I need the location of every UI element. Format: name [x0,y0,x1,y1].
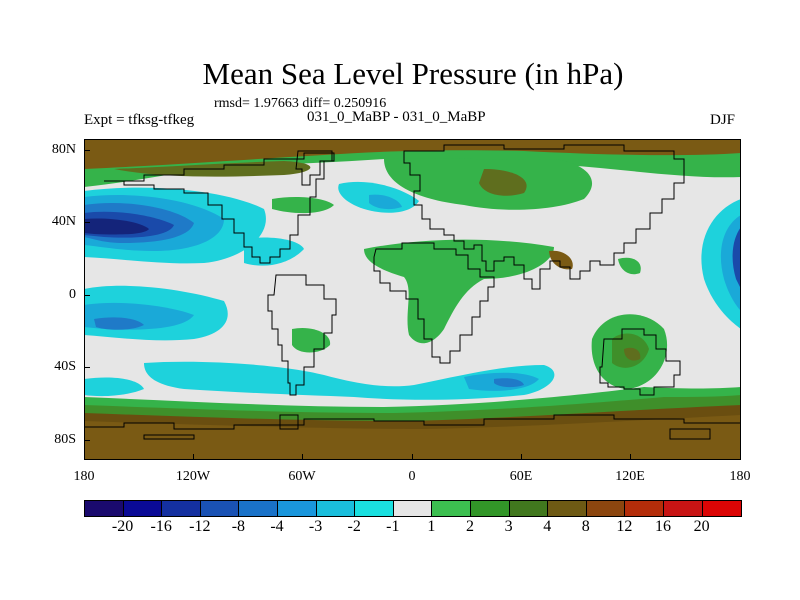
x-label-180e: 180 [729,469,751,484]
y-tick [84,150,90,151]
samerica-green [292,327,331,353]
coast-antarctic-island-3 [669,428,711,440]
colorbar-swatch [470,501,510,516]
y-label-80n: 80N [51,142,76,157]
coast-europe-asia [403,144,685,290]
y-label-40n: 40N [51,214,76,229]
colorbar-swatch [355,501,394,516]
pacific-core [84,218,149,235]
colorbar-label: -4 [270,518,284,535]
colorbar-swatch [123,501,163,516]
gulf-cyan [244,237,304,266]
coast-greenland [295,150,333,186]
colorbar-label: -20 [111,518,134,535]
y-tick [84,367,90,368]
colorbar-label: -1 [386,518,400,535]
colorbar-label: 16 [655,518,671,535]
season-label: DJF [710,112,736,128]
colorbar-swatch [200,501,240,516]
x-tick [412,454,413,460]
x-label-60w: 60W [288,469,316,484]
colorbar-label: -12 [189,518,211,535]
colorbar-label: 3 [504,518,513,535]
southern-cyan [144,361,555,400]
colorbar-swatch [625,501,664,516]
southern-blue [494,378,524,388]
south-band-brown2 [84,415,741,460]
na-anomaly [272,197,334,214]
colorbar-label: 2 [466,518,474,535]
colorbar-swatch [586,501,626,516]
period-label: 031_0_MaBP - 031_0_MaBP [307,109,486,125]
colorbar-swatch [509,501,549,516]
coast-antarctic-island-2 [279,414,299,430]
x-tick [193,454,194,460]
colorbar-swatch [239,501,278,516]
atlantic-blue [369,194,402,210]
seasia-green [618,257,641,275]
x-tick [630,454,631,460]
x-label-120w: 120W [175,469,211,484]
colorbar-swatch [162,501,201,516]
colorbar-label: -8 [231,518,246,535]
colorbar-swatch [663,501,703,516]
y-tick [84,295,90,296]
y-tick [84,440,90,441]
north-band-brown [84,139,741,169]
africa-anomaly [364,239,554,344]
coast-africa [373,242,495,364]
colorbar-label: 1 [427,518,436,535]
colorbar-label: 8 [581,518,590,535]
colorbar-swatch [277,501,317,516]
sw-cyan [84,377,144,397]
stats-text: rmsd= 1.97663 diff= 0.250916 [214,96,387,111]
colorbar-label: 12 [616,518,633,535]
indian-blue [94,317,144,330]
y-label-80s: 80S [54,432,76,447]
colorbar-swatch [85,501,124,516]
colorbar-label: 20 [693,518,710,535]
y-label-0: 0 [69,287,76,302]
x-label-60e: 60E [509,469,533,484]
coast-antarctic-island-1 [143,434,195,440]
colorbar-swatch [432,501,471,516]
colorbar-swatch [702,501,742,516]
x-tick [302,454,303,460]
coast-australia [599,328,681,396]
chart-title: Mean Sea Level Pressure (in hPa) [202,56,624,91]
x-label-180w: 180 [73,469,95,484]
colorbar-label: 4 [543,518,552,535]
colorbar-label: -16 [150,518,172,535]
y-tick [84,222,90,223]
eurasia-dark [479,169,527,196]
experiment-label: Expt = tfksg-tfkeg [84,112,195,128]
india-dark [549,250,573,270]
colorbar-swatch [316,501,356,516]
coast-south-america [267,274,337,396]
pressure-map [84,139,741,460]
y-label-40s: 40S [54,359,76,374]
colorbar-swatch [548,501,587,516]
coast-north-america [104,152,335,264]
colorbar-label: -2 [347,518,361,535]
x-label-0: 0 [408,469,416,484]
australia-core [624,347,641,361]
east-pacific-blue [732,227,741,289]
colorbar-swatch [393,501,433,516]
coast-antarctica [84,414,741,430]
colorbar-label: -3 [308,518,323,535]
colorbar [84,500,743,517]
x-label-120e: 120E [615,469,645,484]
coastlines [84,144,741,440]
x-tick [521,454,522,460]
